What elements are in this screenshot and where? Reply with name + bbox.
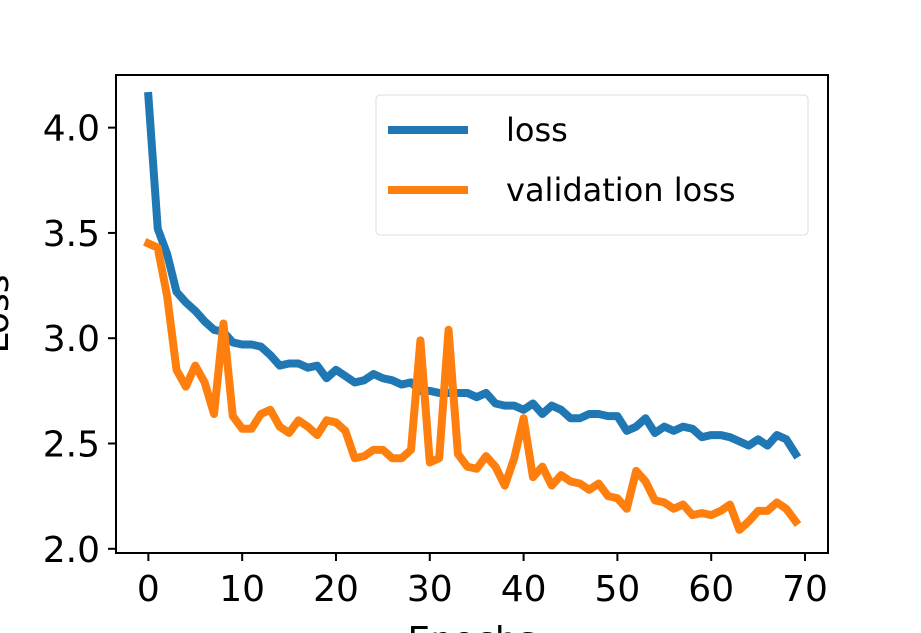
x-tick-label: 10: [219, 569, 265, 610]
legend-label: validation loss: [506, 171, 736, 209]
x-tick-label: 60: [688, 569, 734, 610]
data-line: [144, 91, 802, 460]
y-tick-label: 2.5: [43, 425, 100, 466]
x-axis-label: Epochs: [408, 620, 537, 633]
y-tick-label: 2.0: [43, 530, 100, 571]
x-tick-label: 20: [313, 569, 359, 610]
x-tick-label: 30: [407, 569, 453, 610]
y-axis-label: Loss: [0, 275, 17, 354]
x-tick-label: 70: [782, 569, 828, 610]
data-line: [143, 238, 802, 534]
legend-label: loss: [506, 111, 568, 149]
x-tick-label: 40: [501, 569, 547, 610]
y-tick-label: 4.0: [43, 109, 100, 150]
plot-frame: [115, 74, 829, 554]
y-tick-label: 3.0: [43, 319, 100, 360]
x-tick-label: 0: [137, 569, 160, 610]
x-tick-label: 50: [594, 569, 640, 610]
y-tick-label: 3.5: [43, 214, 100, 255]
legend-box: [375, 94, 809, 236]
